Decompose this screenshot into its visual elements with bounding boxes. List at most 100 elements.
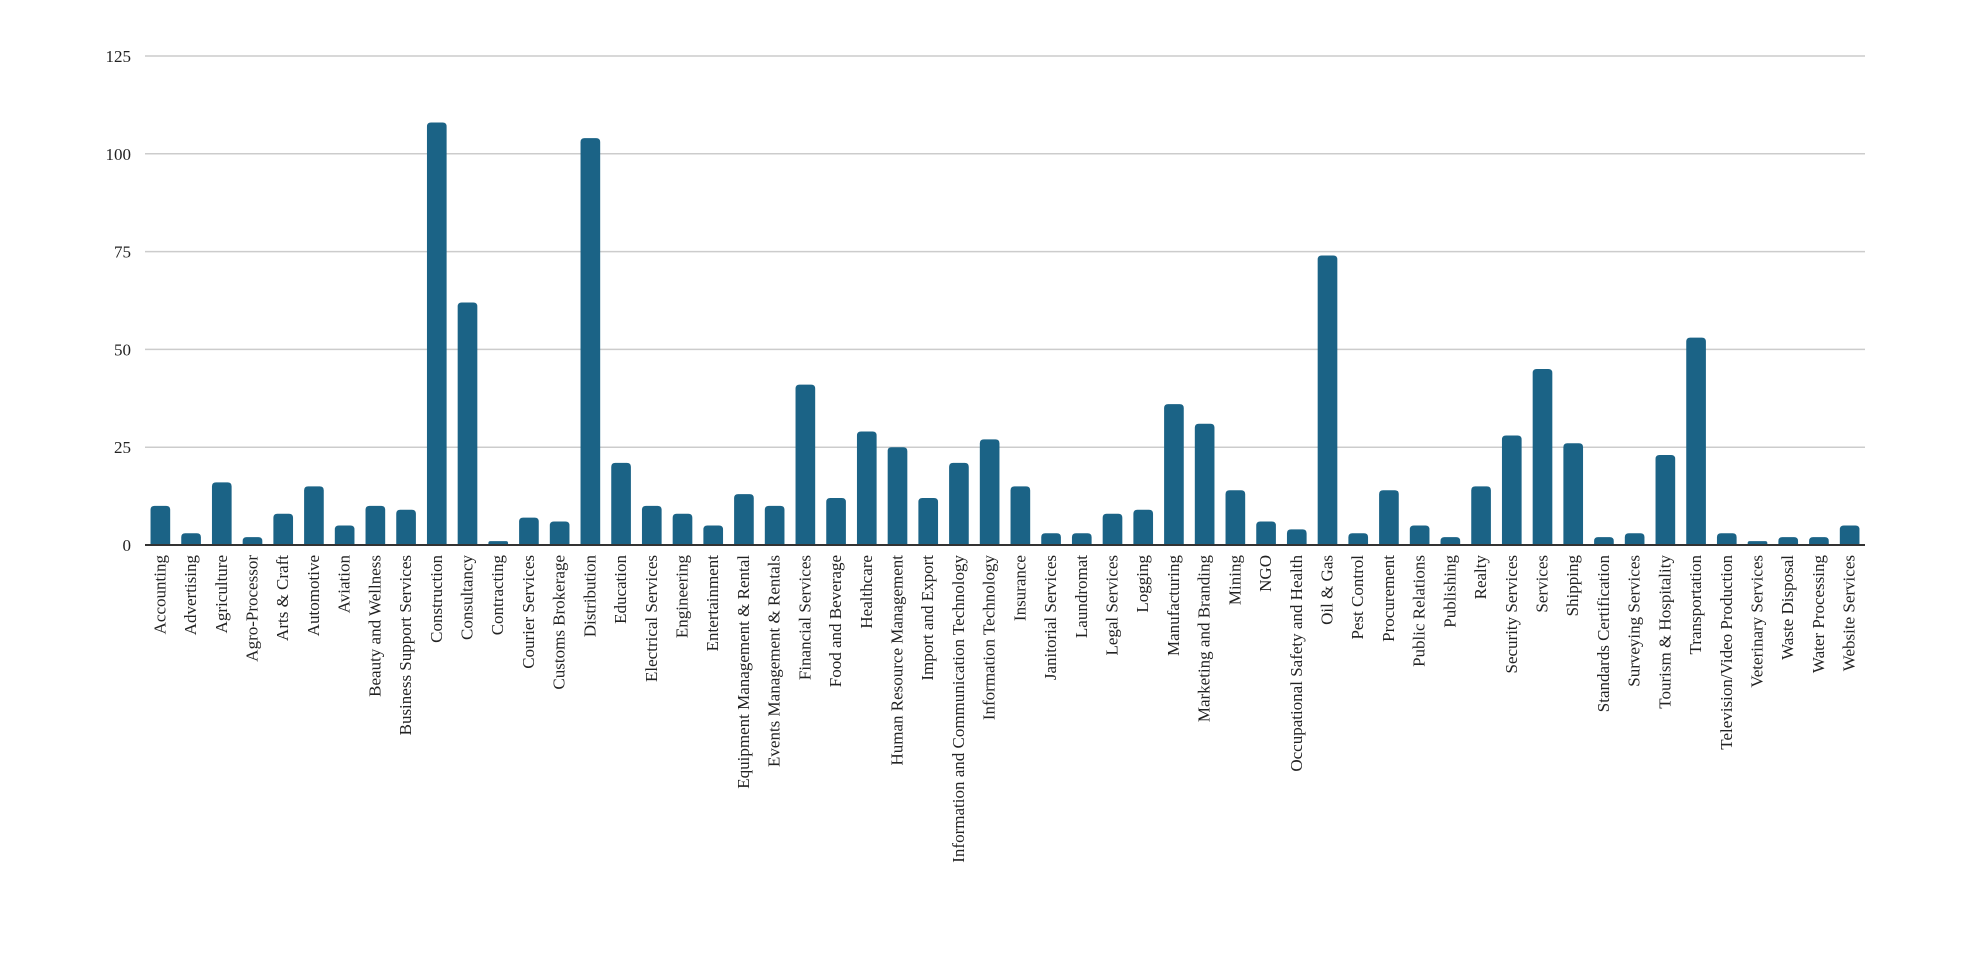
bar-water-processing: [1809, 537, 1829, 545]
x-category-label: Surveying Services: [1625, 555, 1644, 687]
x-category-label: Agro-Processor: [243, 555, 262, 662]
x-category-label: Legal Services: [1103, 555, 1122, 656]
y-tick-label: 25: [114, 438, 131, 457]
bar-services: [1532, 368, 1553, 545]
bar-logging: [1133, 509, 1154, 545]
x-category-label: Construction: [427, 555, 446, 643]
bar-insurance: [1010, 486, 1031, 545]
bar-beauty-and-wellness: [365, 505, 386, 545]
x-category-label: Distribution: [580, 555, 599, 638]
y-tick-label: 125: [106, 47, 132, 66]
bar-electrical-services: [641, 505, 662, 545]
bar-marketing-and-branding: [1194, 423, 1215, 545]
x-category-label: Electrical Services: [642, 555, 661, 682]
y-tick-label: 50: [114, 340, 131, 359]
bar-agro-processor: [242, 537, 263, 545]
x-category-label: Engineering: [673, 555, 692, 639]
bar-oil-gas: [1317, 255, 1338, 545]
bar-transportation: [1686, 337, 1706, 545]
bar-arts-craft: [273, 513, 294, 545]
bar-equipment-management-rental: [734, 494, 754, 545]
bar-distribution: [580, 138, 601, 546]
bar-manufacturing: [1164, 404, 1184, 545]
x-category-label: Events Management & Rentals: [765, 555, 784, 767]
x-category-label: Mining: [1225, 555, 1244, 606]
x-category-label: Marketing and Branding: [1195, 555, 1214, 723]
bar-mining: [1225, 490, 1246, 545]
x-category-label: Tourism & Hospitality: [1655, 555, 1674, 709]
bar-customs-brokerage: [549, 521, 570, 545]
x-category-label: Laundromat: [1072, 555, 1091, 638]
bar-realty: [1471, 486, 1491, 545]
x-category-label: Healthcare: [857, 555, 876, 629]
bar-engineering: [672, 513, 693, 545]
x-category-label: Consultancy: [458, 555, 477, 640]
x-category-label: Manufacturing: [1164, 555, 1183, 657]
bar-legal-services: [1102, 513, 1123, 545]
bar-courier-services: [519, 517, 539, 545]
x-category-label: Insurance: [1010, 555, 1029, 621]
x-category-label: NGO: [1256, 555, 1275, 592]
bar-laundromat: [1071, 533, 1092, 545]
bar-public-relations: [1409, 525, 1430, 545]
bar-import-and-export: [918, 498, 939, 545]
x-category-label: Veterinary Services: [1748, 555, 1767, 688]
bar-pest-control: [1348, 533, 1369, 545]
x-category-label: Arts & Craft: [273, 555, 292, 641]
bar-surveying-services: [1624, 533, 1645, 545]
x-category-label: Procurement: [1379, 555, 1398, 642]
y-tick-label: 75: [114, 243, 131, 262]
x-category-label: Food and Beverage: [826, 555, 845, 687]
x-category-label: Contracting: [488, 555, 507, 636]
x-category-label: Information Technology: [980, 555, 999, 721]
x-category-label: Security Services: [1502, 555, 1521, 674]
bar-healthcare: [856, 431, 877, 545]
x-category-label: Transportation: [1686, 555, 1705, 655]
bar-advertising: [181, 533, 201, 545]
x-category-label: Television/Video Production: [1717, 555, 1736, 750]
bar-financial-services: [795, 384, 816, 545]
y-axis-ticks: 0 25 50 75 100 125: [106, 47, 132, 555]
x-category-label: Shipping: [1563, 555, 1582, 617]
bar-automotive: [304, 486, 324, 545]
x-category-label: Standards Certification: [1594, 555, 1613, 713]
x-category-label: Realty: [1471, 555, 1490, 600]
bar-tourism-hospitality: [1655, 455, 1676, 545]
bar-agriculture: [211, 482, 232, 545]
bar-janitorial-services: [1041, 533, 1061, 545]
bar-education: [611, 462, 631, 545]
y-tick-label: 0: [123, 536, 132, 555]
bar-waste-disposal: [1778, 537, 1799, 545]
bar-construction: [426, 122, 447, 545]
bar-publishing: [1440, 537, 1461, 545]
x-category-label: Agriculture: [212, 555, 231, 633]
x-category-label: Beauty and Wellness: [365, 555, 384, 697]
x-category-label: Pest Control: [1348, 555, 1367, 640]
bar-events-management-rentals: [764, 505, 785, 545]
x-category-label: Courier Services: [519, 555, 538, 669]
x-category-label: Entertainment: [703, 555, 722, 652]
x-category-label: Janitorial Services: [1041, 555, 1060, 680]
x-category-label: Publishing: [1440, 555, 1459, 628]
bar-website-services: [1839, 525, 1860, 545]
x-category-label: Advertising: [181, 555, 200, 636]
bar-food-and-beverage: [826, 498, 846, 545]
bar-television-video-production: [1716, 533, 1737, 545]
x-category-label: Education: [611, 555, 630, 624]
bar-shipping: [1563, 443, 1584, 545]
x-category-label: Waste Disposal: [1778, 555, 1797, 660]
x-category-label: Import and Export: [918, 555, 937, 681]
x-category-label: Information and Communication Technology: [949, 555, 968, 863]
bar-human-resource-management: [887, 447, 908, 545]
x-category-label: Services: [1533, 555, 1552, 613]
x-category-label: Automotive: [304, 555, 323, 636]
bar-security-services: [1501, 435, 1522, 545]
bar-aviation: [334, 525, 355, 545]
x-category-label: Human Resource Management: [888, 555, 907, 766]
x-category-label: Logging: [1133, 555, 1152, 613]
bar-entertainment: [703, 525, 724, 545]
x-category-label: Water Processing: [1809, 555, 1828, 674]
gridlines: [145, 55, 1865, 448]
x-category-label: Aviation: [335, 555, 354, 614]
